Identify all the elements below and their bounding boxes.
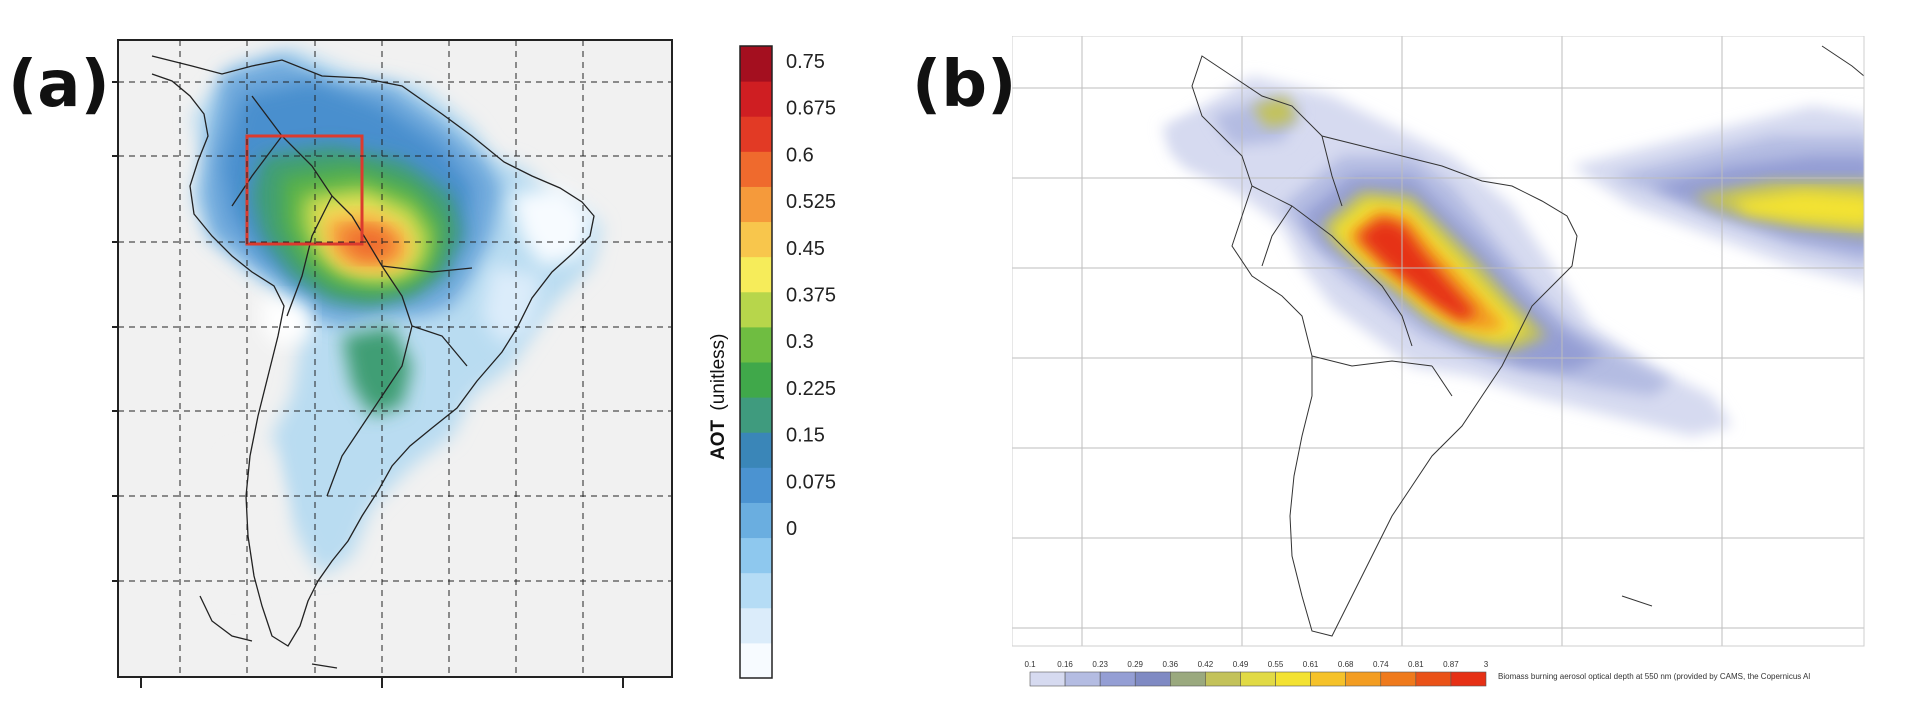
- colorbar-b-tick-label: 0.42: [1198, 660, 1214, 669]
- colorbar-a-tick-label: 0.75: [786, 51, 825, 73]
- colorbar-a-swatch: [740, 46, 772, 82]
- panel-a-colorbar: 0.75 0.675 0.6 0.525 0.45 0.375 0.3 0.225 0.15 0.…: [708, 45, 836, 679]
- colorbar-a-tick-label: 0.45: [786, 238, 825, 260]
- colorbar-a-tick-label: 0: [786, 518, 797, 540]
- colorbar-a-swatch: [740, 397, 772, 433]
- colorbar-b-tick-label: 0.81: [1408, 660, 1424, 669]
- colorbar-b-swatches: [1029, 671, 1487, 687]
- colorbar-b-tick-label: 0.16: [1057, 660, 1073, 669]
- colorbar-b-tick-label: 0.68: [1338, 660, 1354, 669]
- colorbar-a-swatch: [740, 572, 772, 609]
- colorbar-b-tick-label: 0.23: [1092, 660, 1108, 669]
- colorbar-a-swatch: [740, 116, 772, 152]
- colorbar-a-tick-label: 0.075: [786, 471, 836, 493]
- panel-a-map: [112, 39, 673, 688]
- panel-a-label: (a): [8, 48, 110, 122]
- colorbar-b-swatch: [1380, 671, 1417, 687]
- colorbar-b-swatch: [1415, 671, 1452, 687]
- colorbar-a-swatch: [740, 291, 772, 328]
- colorbar-a-title: AOT: [708, 420, 729, 461]
- colorbar-b-tick-label: 0.49: [1233, 660, 1249, 669]
- panel-b-map: [1012, 36, 1865, 647]
- colorbar-a-tick-label: 0.375: [786, 285, 836, 307]
- colorbar-b-caption: Biomass burning aerosol optical depth at…: [1498, 672, 1810, 681]
- graticule-a: [118, 40, 672, 677]
- colorbar-a-tick-label: 0.675: [786, 98, 836, 120]
- colorbar-b-tick-label: 0.87: [1443, 660, 1459, 669]
- colorbar-b-tick-label: 0.29: [1127, 660, 1143, 669]
- colorbar-b-swatch: [1275, 671, 1311, 687]
- aerosol-field-b: [1162, 76, 1864, 436]
- colorbar-b-swatch: [1205, 671, 1241, 687]
- colorbar-b-swatch: [1099, 671, 1136, 687]
- colorbar-b-ticks: 0.1 0.16 0.23 0.29 0.36 0.42 0.49 0.55 0.61 0.68 0…: [1024, 660, 1488, 669]
- colorbar-a-tick-label: 0.525: [786, 191, 836, 213]
- colorbar-a-tick-label: 0.6: [786, 144, 814, 166]
- colorbar-a-swatch: [740, 221, 772, 258]
- colorbar-a-swatch: [740, 151, 772, 187]
- coastlines-b: [1191, 45, 1864, 637]
- colorbar-a-swatch: [740, 256, 772, 293]
- colorbar-b-swatch: [1345, 671, 1382, 687]
- panel-b-colorbar: 0.1 0.16 0.23 0.29 0.36 0.42 0.49 0.55 0.61 0.68 0…: [1024, 660, 1810, 687]
- colorbar-a-swatches: [740, 46, 772, 679]
- colorbar-a-swatch: [740, 362, 772, 398]
- axis-ticks-a: [112, 81, 624, 688]
- colorbar-a-ticks: 0.75 0.675 0.6 0.525 0.45 0.375 0.3 0.225 0.15 0.…: [786, 51, 836, 540]
- colorbar-a-swatch: [740, 432, 772, 468]
- colorbar-a-swatch: [740, 186, 772, 223]
- colorbar-a-swatch: [740, 81, 772, 117]
- colorbar-b-swatch: [1064, 671, 1101, 687]
- colorbar-a-unit: (unitless): [708, 334, 729, 411]
- colorbar-b-swatch: [1029, 671, 1066, 687]
- colorbar-b-tick-label: 0.74: [1373, 660, 1389, 669]
- colorbar-b-tick-label: 0.55: [1268, 660, 1284, 669]
- coastlines-a: [151, 55, 595, 669]
- colorbar-b-swatch: [1240, 671, 1276, 687]
- colorbar-a-tick-label: 0.3: [786, 331, 814, 353]
- aot-field-a: [192, 48, 602, 596]
- colorbar-b-tick-label: 0.36: [1163, 660, 1179, 669]
- colorbar-b-swatch: [1310, 671, 1346, 687]
- colorbar-a-tick-label: 0.15: [786, 425, 825, 447]
- region-highlight-box: [245, 134, 364, 246]
- colorbar-a-swatch: [740, 642, 772, 679]
- colorbar-a-swatch: [740, 467, 772, 503]
- svg-text:AOT (unitless): AOT (unitless): [708, 334, 729, 460]
- colorbar-b-tick-label: 0.1: [1024, 660, 1036, 669]
- colorbar-a-swatch: [740, 502, 772, 539]
- colorbar-a-tick-label: 0.225: [786, 378, 836, 400]
- colorbar-a-swatch: [740, 326, 772, 363]
- graticule-b: [1012, 36, 1864, 646]
- colorbar-b-tick-label: 3: [1484, 660, 1489, 669]
- colorbar-b-swatch: [1170, 671, 1206, 687]
- colorbar-b-swatch: [1450, 671, 1487, 687]
- panel-b-label: (b): [912, 48, 1017, 122]
- colorbar-b-swatch: [1134, 671, 1171, 687]
- colorbar-a-swatch: [740, 607, 772, 644]
- colorbar-a-swatch: [740, 537, 772, 574]
- colorbar-b-tick-label: 0.61: [1303, 660, 1319, 669]
